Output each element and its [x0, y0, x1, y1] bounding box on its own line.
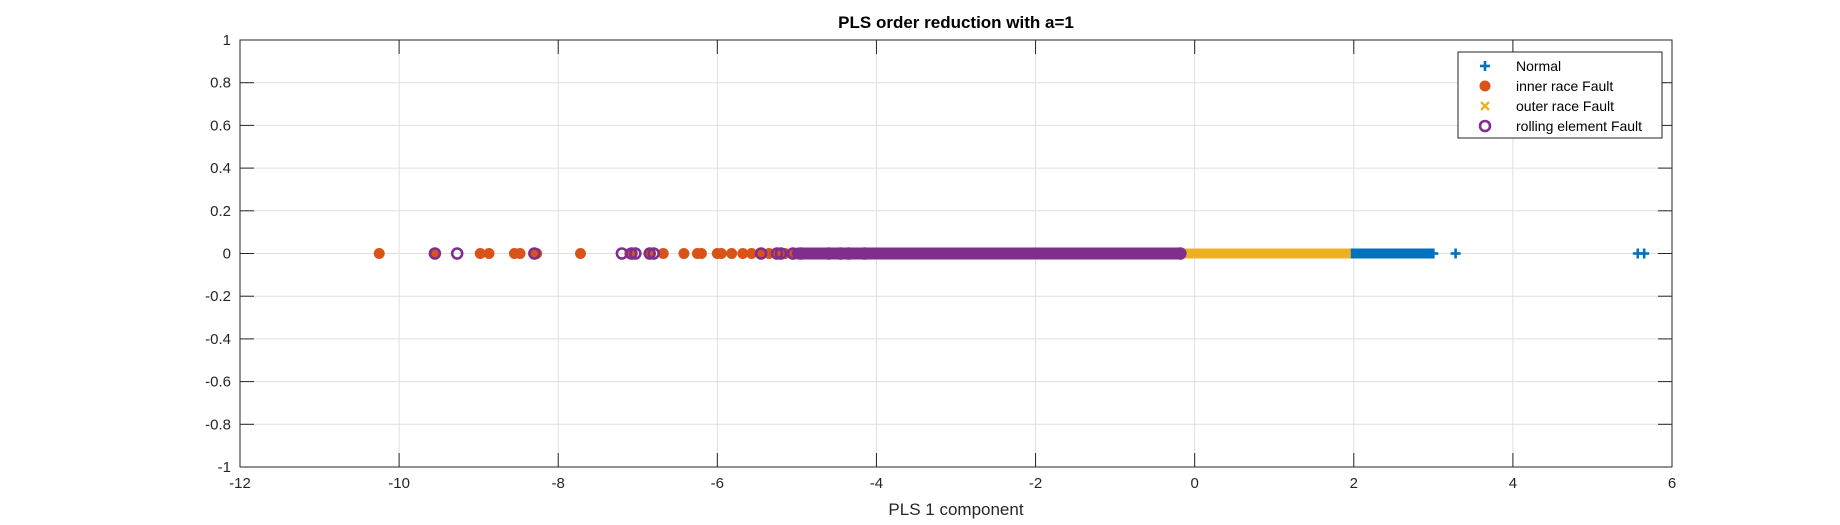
data-point-b: [1229, 248, 1240, 259]
data-point: [629, 247, 642, 260]
legend-marker-rolling-element-fault: [1478, 119, 1492, 133]
x-tick-label: 6: [1668, 475, 1676, 492]
data-point: [373, 248, 385, 259]
data-point-b: [1261, 248, 1272, 259]
data-point: [643, 247, 657, 260]
data-point: [1205, 248, 1216, 259]
data-point-b: [1293, 248, 1303, 259]
data-point: [450, 247, 464, 260]
legend-label-rolling-element-fault: rolling element Fault: [1516, 118, 1642, 134]
y-tick-label: 0.4: [210, 160, 231, 177]
data-point: [514, 248, 526, 259]
legend-label-normal: Normal: [1516, 58, 1561, 74]
data-point: [647, 247, 660, 260]
legend-box: [1457, 51, 1663, 139]
legend-marker-outer-race-fault-b: [1480, 101, 1490, 111]
data-point: [715, 248, 727, 259]
y-tick-label: -1: [218, 459, 231, 476]
y-tick-label: 0.2: [210, 203, 231, 220]
data-point-b: [1269, 248, 1280, 259]
data-point: [834, 247, 847, 260]
y-tick-label: 0.8: [210, 75, 231, 92]
dense-band: [791, 247, 1186, 260]
x-axis-title: PLS 1 component: [888, 500, 1023, 519]
data-point: [842, 247, 855, 260]
data-point: [726, 248, 738, 259]
data-point: [428, 247, 442, 260]
series-outer-race-fault: [1165, 248, 1351, 259]
legend-label-outer-race-fault: outer race Fault: [1516, 98, 1614, 114]
legend-marker-normal: [1480, 61, 1490, 71]
data-point: [483, 248, 495, 259]
data-point: [754, 247, 768, 260]
data-point-b: [1253, 248, 1264, 259]
y-tick-label: -0.6: [205, 374, 231, 391]
chart-title: PLS order reduction with a=1: [838, 13, 1074, 32]
data-point: [678, 248, 690, 259]
x-tick-label: -2: [1029, 475, 1042, 492]
data-point: [1428, 248, 1439, 259]
x-tick-label: 0: [1190, 475, 1198, 492]
data-point-b: [1277, 248, 1288, 259]
legend: Normal inner race Fault outer race Fault ro…: [1457, 51, 1663, 139]
data-point: [1285, 248, 1295, 259]
y-tick-label: 0.6: [210, 117, 231, 134]
data-point: [625, 247, 638, 260]
data-point: [1253, 248, 1264, 259]
data-point: [1450, 248, 1461, 259]
y-tick-label: -0.4: [205, 331, 231, 348]
data-point-b: [1340, 248, 1351, 259]
data-point: [528, 247, 541, 260]
axes: [239, 39, 1673, 468]
x-tick-label: -12: [229, 475, 251, 492]
data-layer: [373, 247, 1650, 260]
data-point: [794, 247, 808, 260]
data-point: [786, 247, 800, 260]
data-point: [1639, 248, 1650, 259]
data-point-b: [1205, 248, 1216, 259]
y-tick-label: -0.8: [205, 416, 231, 433]
data-point: [1301, 248, 1311, 259]
data-point-b: [1301, 248, 1311, 259]
data-point: [1317, 248, 1327, 259]
data-point: [1340, 248, 1351, 259]
data-point: [1309, 248, 1319, 259]
data-point: [1229, 248, 1240, 259]
x-tick-label: -10: [388, 475, 410, 492]
data-point: [1277, 248, 1288, 259]
data-point-b: [1317, 248, 1327, 259]
tick-labels: -12 -10 -8 -6 -4 -2 0 2 4 6 -1 -0.8 -0.6 -0.4 -0.2 0 0.2…: [205, 32, 1676, 492]
data-point: [1333, 248, 1343, 259]
x-tick-label: -6: [711, 475, 724, 492]
data-point: [822, 247, 836, 260]
data-point: [1174, 247, 1187, 260]
data-point: [1269, 248, 1280, 259]
data-point-b: [1333, 248, 1343, 259]
y-tick-label: 1: [223, 32, 231, 49]
data-point-b: [1285, 248, 1295, 259]
series-rolling-element-fault: [428, 247, 1187, 260]
legend-marker-inner-race-fault: [1479, 80, 1491, 92]
y-tick-label: -0.2: [205, 288, 231, 305]
data-point-b: [1309, 248, 1319, 259]
legend-label-inner-race-fault: inner race Fault: [1516, 78, 1613, 94]
x-tick-label: -8: [552, 475, 565, 492]
legend-marker-outer-race-fault: [1480, 101, 1490, 111]
data-point: [574, 248, 586, 259]
data-point: [770, 247, 784, 260]
data-point: [774, 247, 788, 260]
data-point: [1261, 248, 1272, 259]
data-point: [858, 247, 871, 260]
data-point: [695, 248, 707, 259]
x-tick-label: -4: [870, 475, 883, 492]
y-tick-label: 0: [223, 246, 231, 263]
data-point: [1293, 248, 1303, 259]
x-tick-label: 2: [1350, 475, 1358, 492]
x-tick-label: 4: [1509, 475, 1517, 492]
